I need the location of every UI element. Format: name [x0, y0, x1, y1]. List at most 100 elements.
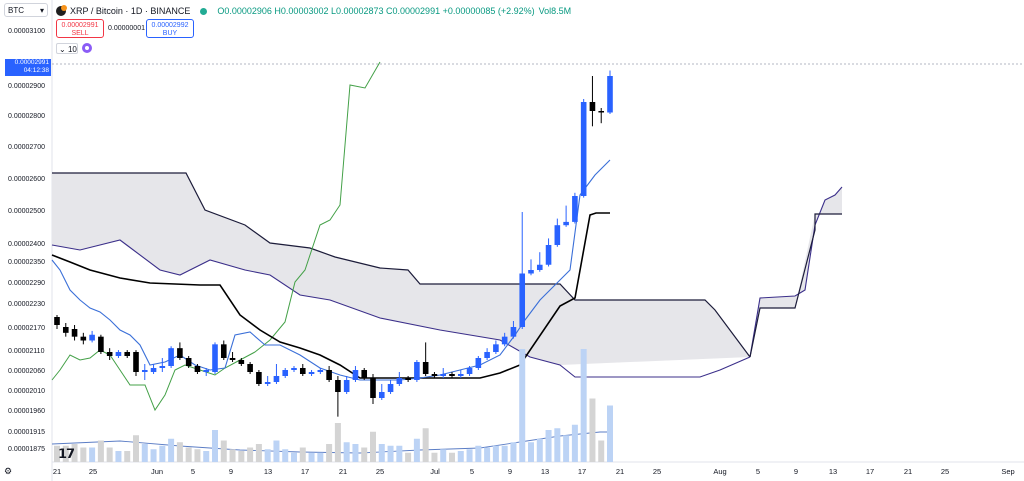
volume-bar: [571, 424, 578, 462]
candle-body[interactable]: [247, 364, 253, 372]
candle-body[interactable]: [98, 336, 104, 352]
candle-body[interactable]: [299, 368, 306, 374]
time-tick-label: 5: [469, 467, 475, 476]
candle-body[interactable]: [598, 111, 605, 113]
volume-bar: [159, 445, 166, 462]
candle-body[interactable]: [396, 378, 403, 384]
candle-body[interactable]: [431, 374, 438, 376]
volume-bar: [352, 444, 359, 462]
candle-body[interactable]: [475, 358, 482, 368]
candle-body[interactable]: [528, 270, 534, 274]
volume-bar: [115, 451, 122, 462]
candle-body[interactable]: [572, 196, 578, 222]
time-tick-label: 25: [940, 467, 950, 476]
candle-body[interactable]: [177, 348, 183, 358]
candle-body[interactable]: [62, 327, 69, 333]
coin-logo-icon: [56, 5, 67, 16]
candle-body[interactable]: [80, 336, 87, 341]
candle-body[interactable]: [580, 102, 587, 196]
time-tick-label: 13: [263, 467, 273, 476]
candle-body[interactable]: [607, 76, 613, 113]
candle-body[interactable]: [212, 344, 218, 372]
sell-price: 0.00002991: [61, 22, 99, 29]
sell-button[interactable]: 0.00002991 SELL: [56, 19, 104, 38]
candle-body[interactable]: [168, 348, 174, 366]
candle-body[interactable]: [361, 370, 368, 378]
candle-body[interactable]: [414, 362, 420, 380]
indicators-toggle[interactable]: ⌄ 10: [56, 43, 78, 54]
candle-body[interactable]: [501, 336, 508, 345]
candle-body[interactable]: [291, 368, 297, 370]
volume-bar: [510, 442, 517, 462]
candle-body[interactable]: [54, 317, 60, 325]
volume-bar: [334, 423, 341, 462]
volume-bar: [106, 447, 113, 462]
candle-body[interactable]: [378, 392, 385, 398]
candle-body[interactable]: [545, 245, 552, 265]
volume-bar: [229, 449, 236, 462]
candle-body[interactable]: [326, 370, 332, 380]
candle-body[interactable]: [115, 352, 122, 356]
candle-body[interactable]: [457, 374, 464, 376]
volume-bar: [124, 451, 131, 462]
candle-body[interactable]: [387, 384, 394, 392]
candle-body[interactable]: [159, 366, 166, 368]
candle-body[interactable]: [256, 372, 262, 384]
candle-body[interactable]: [510, 327, 517, 337]
candle-body[interactable]: [589, 102, 596, 111]
candle-body[interactable]: [71, 329, 78, 337]
price-tick-label: 0.00002500: [8, 208, 45, 215]
candle-body[interactable]: [440, 374, 447, 376]
candle-body[interactable]: [273, 376, 280, 382]
candle-body[interactable]: [141, 370, 148, 372]
candle-body[interactable]: [449, 374, 455, 376]
candle-body[interactable]: [554, 225, 561, 245]
price-tick-label: 0.00002230: [8, 301, 45, 308]
candle-body[interactable]: [133, 352, 139, 372]
candle-body[interactable]: [194, 366, 201, 372]
candle-body[interactable]: [282, 370, 289, 376]
symbol-selector[interactable]: BTC ▾: [4, 3, 48, 17]
candle-body[interactable]: [370, 378, 376, 398]
candle-body[interactable]: [238, 360, 245, 364]
indicator-eye-icon[interactable]: [82, 43, 92, 53]
candle-body[interactable]: [229, 358, 236, 360]
volume-bar: [255, 444, 262, 462]
candle-body[interactable]: [317, 370, 324, 372]
candle-body[interactable]: [89, 334, 95, 341]
candle-body[interactable]: [150, 368, 157, 372]
candle-body[interactable]: [335, 380, 341, 392]
base-line: [51, 212, 610, 379]
candle-body[interactable]: [308, 372, 315, 374]
candle-body[interactable]: [493, 344, 499, 352]
candle-body[interactable]: [106, 352, 113, 356]
candle-body[interactable]: [519, 273, 526, 328]
candle-body[interactable]: [422, 362, 429, 374]
candle-body[interactable]: [466, 368, 473, 374]
price-tick-label: 0.00002290: [8, 280, 45, 287]
candle-body[interactable]: [563, 221, 569, 226]
candle-body[interactable]: [536, 264, 543, 270]
buy-price: 0.00002992: [151, 22, 189, 29]
candle-body[interactable]: [185, 358, 192, 366]
candle-body[interactable]: [405, 378, 411, 380]
time-tick-label: Sep: [1001, 467, 1015, 476]
tradingview-logo[interactable]: 𝟭𝟳: [58, 446, 75, 461]
candle-body[interactable]: [352, 370, 359, 380]
candle-body[interactable]: [264, 382, 271, 384]
price-tick-label: 0.00002400: [8, 241, 45, 248]
candle-body[interactable]: [203, 370, 210, 372]
candle-body[interactable]: [220, 344, 227, 358]
gear-icon[interactable]: ⚙: [4, 466, 13, 476]
candle-body[interactable]: [124, 352, 131, 356]
volume-bar: [264, 449, 271, 462]
buy-button[interactable]: 0.00002992 BUY: [146, 19, 194, 38]
candle-body[interactable]: [484, 352, 490, 358]
candle-body[interactable]: [343, 380, 350, 392]
market-status-icon[interactable]: [200, 7, 208, 15]
symbol-title[interactable]: XRP / Bitcoin · 1D · BINANCE: [70, 6, 191, 16]
volume-bar: [501, 445, 508, 462]
volume-bar: [361, 447, 368, 462]
volume-bar: [528, 442, 534, 462]
